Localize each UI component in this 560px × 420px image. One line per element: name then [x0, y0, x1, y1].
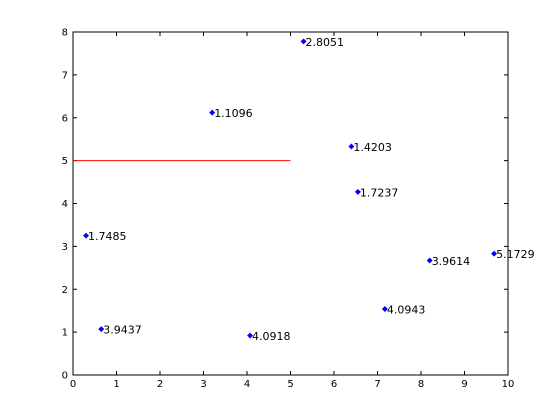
data-point-label: 3.9614: [432, 255, 471, 268]
y-tick-label: 8: [62, 28, 68, 39]
x-tick-label: 4: [244, 379, 250, 390]
data-point: [381, 306, 388, 312]
x-tick-label: 9: [461, 379, 467, 390]
y-tick-label: 5: [62, 156, 68, 167]
data-point: [300, 38, 307, 45]
y-tick-label: 2: [62, 285, 68, 296]
y-tick-label: 0: [62, 371, 68, 382]
data-point-label: 4.0918: [252, 330, 290, 343]
x-tick-label: 8: [418, 379, 424, 390]
y-tick-label: 4: [62, 199, 68, 210]
y-tick-label: 3: [62, 242, 68, 253]
data-point: [348, 143, 355, 150]
x-tick-label: 5: [287, 379, 293, 390]
data-point: [426, 257, 433, 264]
data-point: [98, 326, 105, 333]
data-point-label: 4.0943: [387, 303, 426, 316]
x-tick-label: 3: [200, 379, 206, 390]
data-point-label: 1.7485: [88, 230, 127, 243]
data-point-label: 1.7237: [360, 186, 399, 199]
y-tick-label: 1: [62, 328, 68, 339]
data-point: [247, 332, 254, 339]
data-point-label: 1.4203: [353, 141, 392, 154]
data-point-label: 3.9437: [103, 324, 141, 337]
x-tick-label: 10: [502, 379, 515, 390]
x-tick-label: 1: [113, 379, 119, 390]
data-point: [354, 188, 361, 195]
x-tick-label: 6: [331, 379, 337, 390]
data-point-label: 5.1729: [496, 248, 534, 261]
x-tick-label: 7: [374, 379, 380, 390]
data-point: [491, 250, 498, 257]
data-point: [83, 232, 90, 239]
plot-area: 0 1 2 3 4 5 6 7 8 9 10 0 1 2 3 4 5 6 7 8 1.7485 3.9437 1.1096 4…: [62, 28, 535, 391]
data-point-label: 1.1096: [214, 107, 253, 120]
y-tick-label: 6: [62, 113, 68, 124]
x-tick-label: 2: [157, 379, 163, 390]
data-point-label: 2.8051: [306, 36, 345, 49]
data-point: [209, 109, 216, 116]
x-tick-label: 0: [70, 379, 76, 390]
y-tick-label: 7: [62, 70, 68, 81]
